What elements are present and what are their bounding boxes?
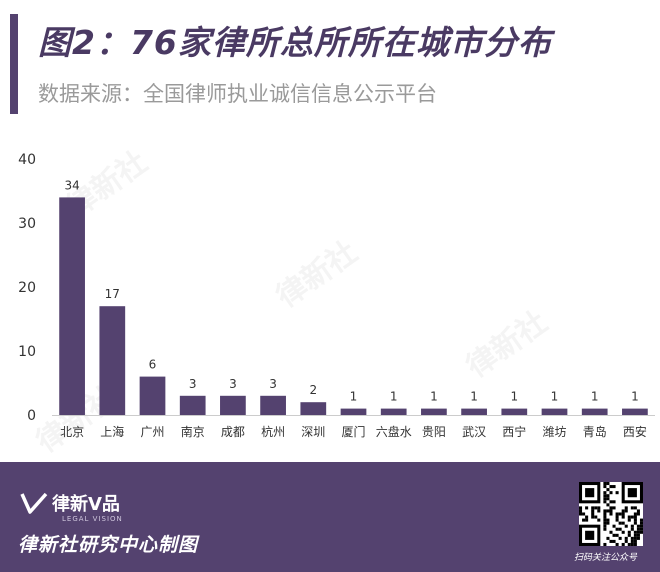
x-tick-label: 广州 (140, 425, 164, 439)
x-tick-label: 西安 (623, 424, 647, 439)
x-tick-label: 深圳 (301, 425, 325, 439)
bar (581, 408, 608, 415)
bar (220, 395, 246, 415)
bar (340, 408, 367, 415)
data-label: 1 (390, 390, 398, 404)
x-tick-label: 潍坊 (542, 424, 566, 439)
y-tick-label: 20 (18, 280, 36, 296)
bar (501, 408, 528, 415)
bar (59, 197, 85, 415)
bar (622, 408, 648, 415)
footer: 律新V品 LEGAL VISION 律新社研究中心制图 扫码关注公众号 (0, 462, 660, 572)
data-label: 6 (149, 358, 157, 372)
qr-caption: 扫码关注公众号 (574, 553, 638, 563)
x-tick-label: 贵阳 (422, 425, 446, 439)
data-label: 17 (105, 287, 120, 301)
bar (380, 408, 407, 415)
y-tick-label: 0 (27, 408, 36, 424)
data-label: 1 (631, 390, 639, 404)
x-tick-label: 厦门 (341, 424, 365, 439)
data-label: 3 (229, 377, 237, 391)
x-tick-label: 南京 (181, 424, 205, 439)
title-accent-bar (10, 14, 18, 114)
bar (260, 395, 286, 415)
data-label: 2 (309, 383, 317, 397)
data-label: 34 (64, 178, 79, 192)
data-label: 1 (591, 390, 599, 404)
data-label: 1 (350, 390, 358, 404)
x-tick-label: 北京 (60, 425, 84, 439)
y-tick-label: 10 (18, 344, 36, 360)
bar (179, 395, 206, 415)
data-label: 3 (189, 377, 197, 391)
data-label: 1 (551, 390, 559, 404)
bar (421, 408, 447, 415)
x-tick-label: 武汉 (462, 425, 486, 439)
bar (541, 408, 568, 415)
x-tick-label: 六盘水 (376, 424, 412, 439)
bar (139, 376, 166, 415)
x-tick-label: 成都 (221, 425, 245, 439)
x-tick-label: 杭州 (261, 424, 285, 439)
bar (300, 402, 327, 415)
x-tick-label: 西宁 (502, 424, 526, 439)
data-label: 1 (430, 390, 438, 404)
header: 图2：76家律所总所所在城市分布 数据来源：全国律师执业诚信信息公示平台 (0, 0, 660, 150)
logo-subtext: LEGAL VISION (62, 515, 123, 523)
chart-title: 图2：76家律所总所所在城市分布 (38, 23, 552, 62)
x-tick-label: 青岛 (583, 424, 607, 439)
data-label: 1 (510, 390, 518, 404)
logo-text: 律新V品 (52, 494, 120, 515)
data-source: 数据来源：全国律师执业诚信信息公示平台 (38, 82, 437, 106)
bar (99, 306, 126, 415)
data-label: 1 (470, 390, 478, 404)
x-tick-label: 上海 (100, 424, 124, 439)
bar-chart: 0 10 20 30 40 34 北京 17 上海 6 广州 3 南京 3 成都 3 杭州 2 深圳 1 厦门 1 六盘水 1… (18, 152, 655, 439)
data-label: 3 (269, 377, 277, 391)
logo-icon (20, 492, 48, 514)
bar (461, 408, 487, 415)
qr-code-icon (579, 482, 643, 546)
y-tick-label: 30 (18, 216, 36, 232)
chart-credit: 律新社研究中心制图 (18, 534, 199, 556)
y-tick-label: 40 (18, 152, 36, 168)
